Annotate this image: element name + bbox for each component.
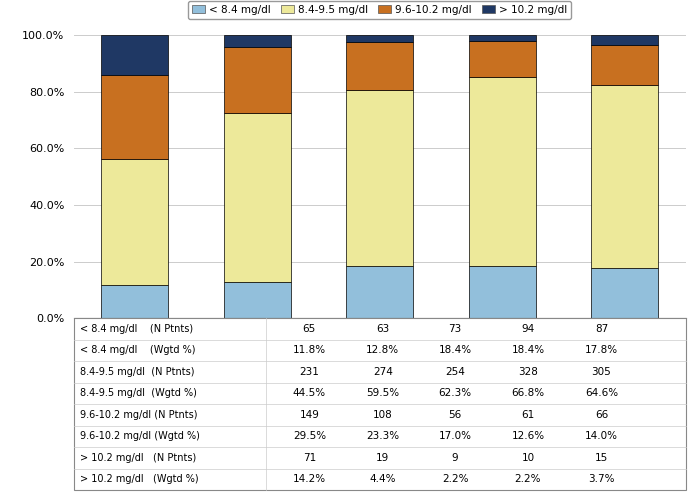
Bar — [223, 114, 291, 282]
Text: 328: 328 — [518, 367, 538, 377]
Text: > 10.2 mg/dl   (N Ptnts): > 10.2 mg/dl (N Ptnts) — [80, 453, 196, 463]
Text: 64.6%: 64.6% — [585, 388, 618, 398]
Text: 17.0%: 17.0% — [439, 432, 472, 442]
Text: 44.5%: 44.5% — [293, 388, 326, 398]
Bar — [346, 36, 414, 42]
Text: 94: 94 — [522, 324, 535, 334]
Text: 12.8%: 12.8% — [366, 346, 400, 356]
Text: < 8.4 mg/dl    (N Ptnts): < 8.4 mg/dl (N Ptnts) — [80, 324, 192, 334]
Text: 149: 149 — [300, 410, 319, 420]
Text: 4.4%: 4.4% — [370, 474, 396, 484]
Text: 3.7%: 3.7% — [588, 474, 615, 484]
Text: 9: 9 — [452, 453, 458, 463]
Text: 274: 274 — [373, 367, 393, 377]
Text: 29.5%: 29.5% — [293, 432, 326, 442]
Text: < 8.4 mg/dl    (Wgtd %): < 8.4 mg/dl (Wgtd %) — [80, 346, 195, 356]
Bar — [223, 48, 291, 114]
Bar — [468, 77, 536, 266]
Bar — [346, 90, 414, 266]
Bar — [101, 285, 169, 318]
Bar — [101, 159, 169, 285]
Text: 23.3%: 23.3% — [366, 432, 400, 442]
Text: 18.4%: 18.4% — [512, 346, 545, 356]
Text: 66: 66 — [595, 410, 608, 420]
Text: 17.8%: 17.8% — [585, 346, 618, 356]
Text: 15: 15 — [595, 453, 608, 463]
Bar — [223, 35, 291, 48]
Text: 61: 61 — [522, 410, 535, 420]
Text: 108: 108 — [373, 410, 393, 420]
Text: 305: 305 — [592, 367, 611, 377]
Bar — [591, 268, 659, 318]
Text: 2.2%: 2.2% — [514, 474, 541, 484]
Text: 65: 65 — [302, 324, 316, 334]
Text: 19: 19 — [376, 453, 389, 463]
Bar — [468, 35, 536, 41]
Bar — [101, 35, 169, 75]
Bar — [591, 85, 659, 268]
Bar — [101, 75, 169, 159]
Text: 59.5%: 59.5% — [366, 388, 400, 398]
Bar — [346, 266, 414, 318]
Text: 11.8%: 11.8% — [293, 346, 326, 356]
Text: 73: 73 — [449, 324, 462, 334]
Bar — [468, 41, 536, 77]
Text: > 10.2 mg/dl   (Wgtd %): > 10.2 mg/dl (Wgtd %) — [80, 474, 198, 484]
Text: 9.6-10.2 mg/dl (Wgtd %): 9.6-10.2 mg/dl (Wgtd %) — [80, 432, 200, 442]
Text: 231: 231 — [300, 367, 319, 377]
Text: 2.2%: 2.2% — [442, 474, 468, 484]
Bar — [223, 282, 291, 319]
Bar — [591, 34, 659, 45]
Text: 62.3%: 62.3% — [438, 388, 472, 398]
Text: 14.2%: 14.2% — [293, 474, 326, 484]
Bar — [346, 42, 414, 90]
Text: 63: 63 — [376, 324, 389, 334]
Text: 66.8%: 66.8% — [512, 388, 545, 398]
Legend: < 8.4 mg/dl, 8.4-9.5 mg/dl, 9.6-10.2 mg/dl, > 10.2 mg/dl: < 8.4 mg/dl, 8.4-9.5 mg/dl, 9.6-10.2 mg/… — [188, 0, 571, 19]
Text: 8.4-9.5 mg/dl  (Wgtd %): 8.4-9.5 mg/dl (Wgtd %) — [80, 388, 197, 398]
Text: 8.4-9.5 mg/dl  (N Ptnts): 8.4-9.5 mg/dl (N Ptnts) — [80, 367, 194, 377]
Text: 254: 254 — [445, 367, 465, 377]
Text: 9.6-10.2 mg/dl (N Ptnts): 9.6-10.2 mg/dl (N Ptnts) — [80, 410, 197, 420]
Text: 71: 71 — [302, 453, 316, 463]
Bar — [591, 45, 659, 85]
Text: 56: 56 — [449, 410, 462, 420]
Bar — [468, 266, 536, 318]
Text: 12.6%: 12.6% — [512, 432, 545, 442]
Text: 18.4%: 18.4% — [438, 346, 472, 356]
Text: 14.0%: 14.0% — [585, 432, 618, 442]
Text: 87: 87 — [595, 324, 608, 334]
Text: 10: 10 — [522, 453, 535, 463]
